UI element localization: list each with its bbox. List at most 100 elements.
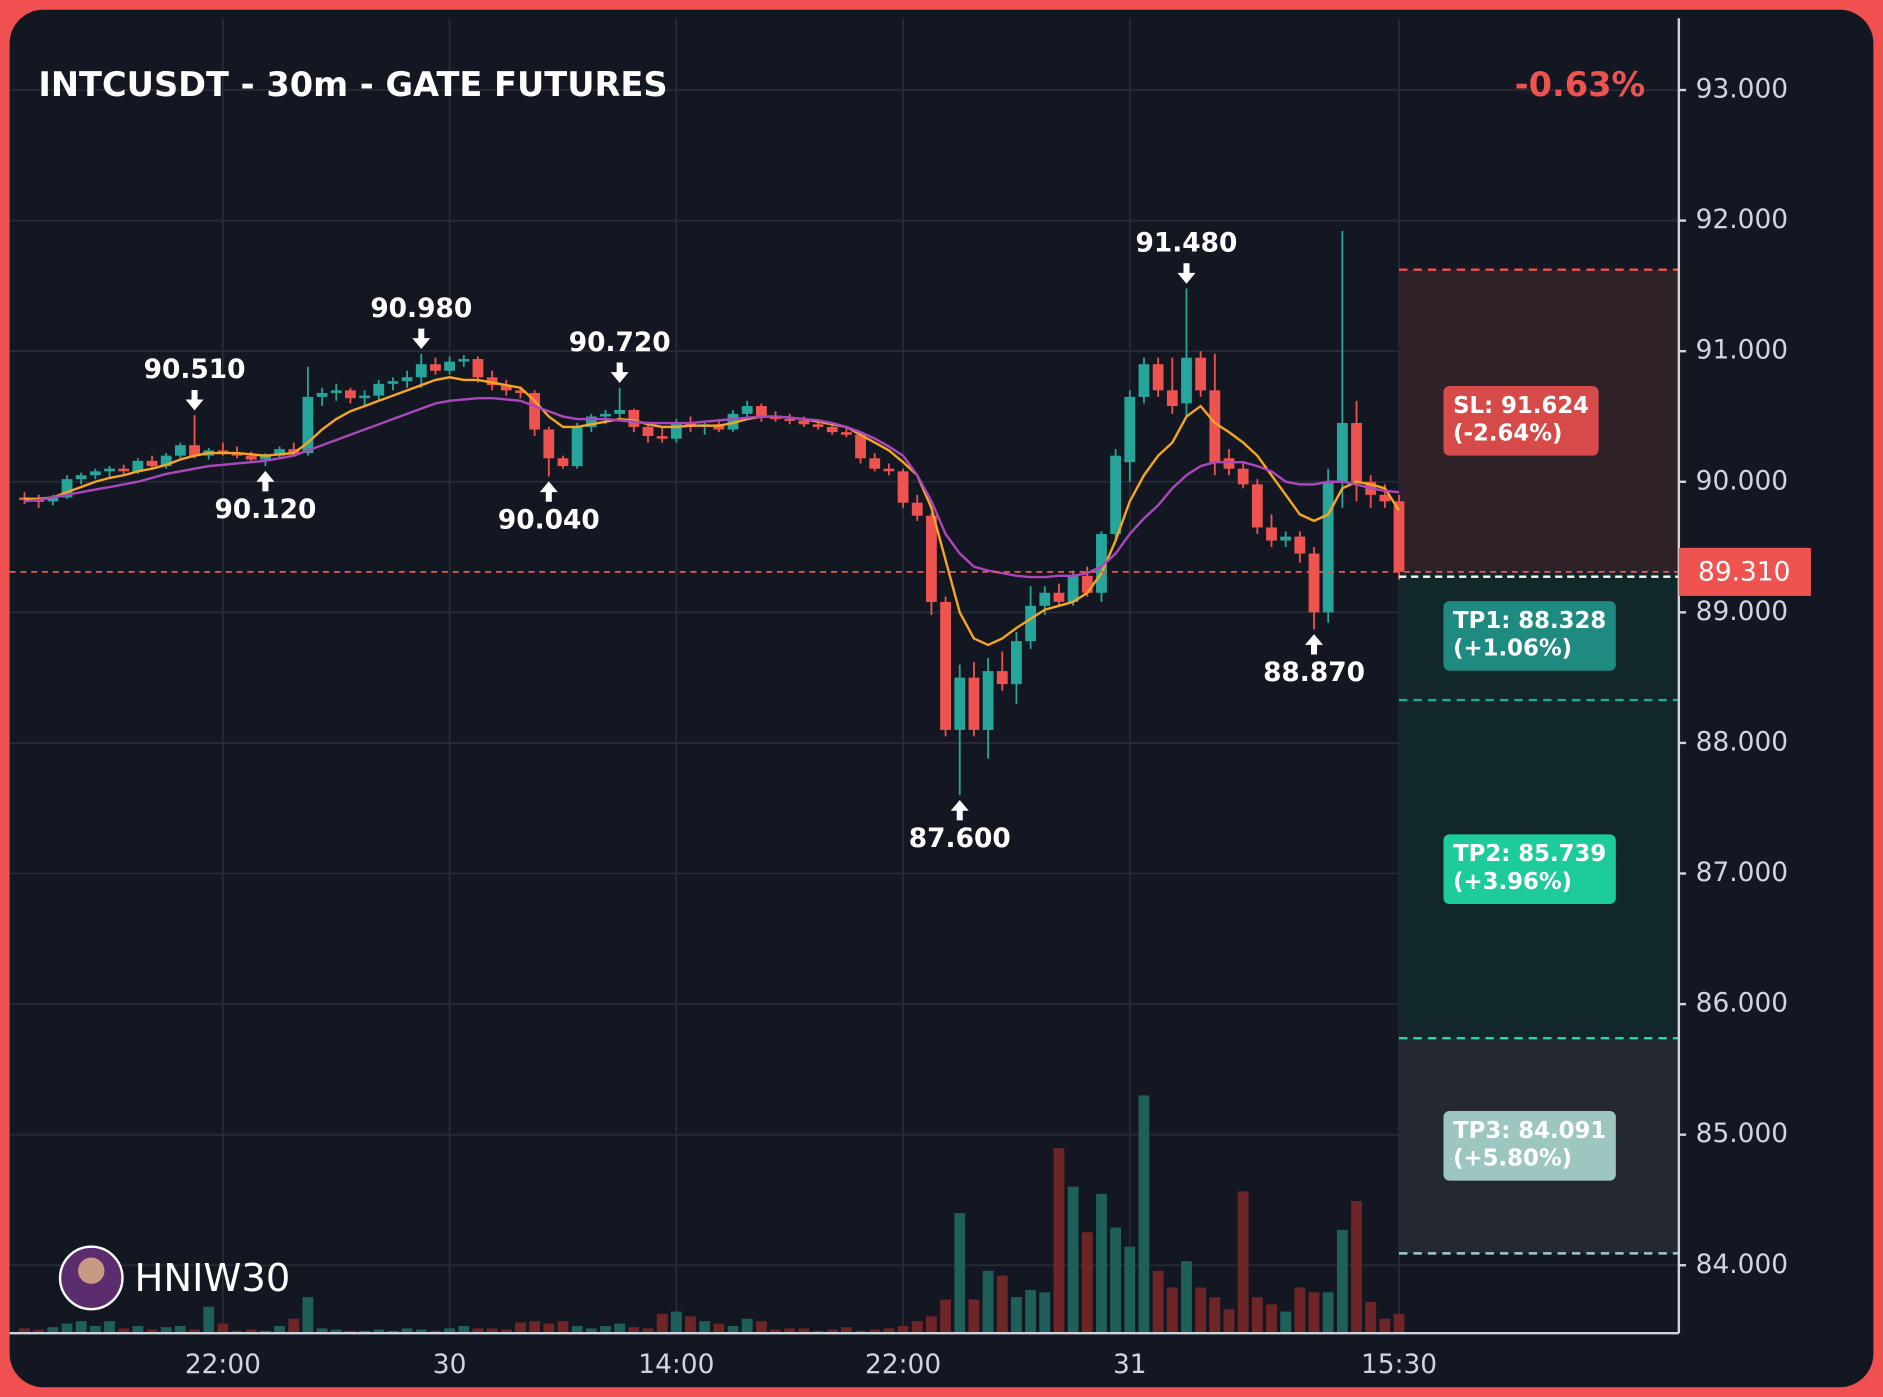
candle-body [47,497,59,502]
candle-body [316,392,328,397]
candle-body [628,409,640,427]
candle-body [174,445,186,456]
annotation-label: 90.120 [214,494,316,525]
candle-body [61,479,73,498]
volume-bar [1025,1289,1037,1334]
candle-body [1096,533,1107,593]
y-tick-label: 89.000 [1696,596,1788,627]
candle-body [1308,553,1320,613]
candle-body [642,426,654,437]
candle-body [996,671,1008,685]
volume-bar [373,1329,385,1334]
candle-body [1223,458,1235,469]
candle-body [472,359,484,378]
volume-bar [245,1329,257,1334]
candle-body [430,364,441,371]
candle-body [444,361,456,371]
candle-body [401,377,413,382]
volume-bar [118,1328,130,1334]
annotation-arrow [1177,263,1196,284]
candle-body [1336,423,1348,482]
level-box [1443,834,1616,904]
candle-body [869,458,881,469]
level-label: TP3: 84.091 [1453,1118,1606,1144]
candle-body [160,455,172,467]
volume-bar [89,1325,101,1334]
candle-body [75,475,87,480]
candle-body [1280,536,1292,541]
annotation-label: 87.600 [909,823,1011,854]
y-tick-label: 87.000 [1696,857,1788,888]
volume-bar [75,1321,87,1334]
volume-bar [954,1213,966,1334]
x-tick-label: 14:00 [638,1349,714,1380]
volume-bar [146,1329,158,1334]
candle-body [387,381,399,384]
volume-bar [1223,1309,1235,1334]
volume-bar [316,1328,328,1334]
volume-bar [926,1316,937,1334]
annotation-label: 90.510 [144,354,246,385]
candle-body [968,677,980,730]
candle-body [585,416,597,427]
annotation-label: 91.480 [1136,228,1238,259]
annotation-label: 88.870 [1263,657,1365,688]
candle-body [812,424,824,427]
volume-bar [670,1311,682,1334]
candle-body [1124,396,1136,463]
candle-body [1393,501,1405,572]
volume-bar [1322,1292,1334,1334]
volume-bar [203,1306,215,1334]
volume-bar [132,1325,144,1334]
candle-body [373,383,385,396]
volume-bar [585,1328,597,1334]
candle-body [500,385,512,391]
candle-body [486,377,498,386]
candle-body [926,515,937,602]
candle-body [826,426,838,433]
candle-body [911,502,923,516]
y-tick-label: 92.000 [1696,204,1788,235]
volume-bar [1067,1186,1079,1334]
volume-bar [330,1329,342,1334]
volume-bar [500,1329,512,1334]
volume-bar [160,1327,172,1334]
candle-body [1081,575,1093,593]
candle-body [755,406,767,417]
avatar-face [78,1257,105,1284]
x-tick-label: 15:30 [1361,1349,1437,1380]
annotation-label: 90.720 [569,327,671,358]
volume-bar [1081,1232,1093,1334]
volume [19,1095,1405,1334]
candle-body [217,450,229,454]
volume-bar [415,1329,427,1334]
level-boxes: SL: 91.624(-2.64%) TP1: 88.328(+1.06%) TP2… [1443,385,1616,1181]
candle-body [274,449,285,456]
annotation-arrow [950,799,969,821]
candle-body [302,396,314,454]
volume-bar [1251,1297,1263,1334]
volume-bar [869,1329,881,1334]
candle-body [1011,641,1022,685]
annotation-arrow [185,389,204,411]
y-tick-label: 90.000 [1696,465,1788,496]
level-box [1443,385,1599,456]
annotation-label: 90.980 [370,293,472,324]
x-tick-label: 31 [1113,1349,1147,1380]
level-label: TP1: 88.328 [1453,608,1606,634]
candle-body [118,468,130,472]
y-tick-label: 84.000 [1696,1249,1788,1280]
candle-body [1181,357,1192,404]
volume-bar [1336,1229,1348,1334]
volume-bar [741,1318,753,1334]
candle-body [855,434,866,459]
volume-bar [486,1328,498,1334]
level-change: (+5.80%) [1453,1145,1572,1171]
candle-body [954,677,966,730]
volume-bar [274,1325,285,1334]
candle-body [784,419,796,421]
volume-bar [982,1270,994,1334]
volume-bar [940,1299,951,1334]
candle-body [727,413,739,430]
